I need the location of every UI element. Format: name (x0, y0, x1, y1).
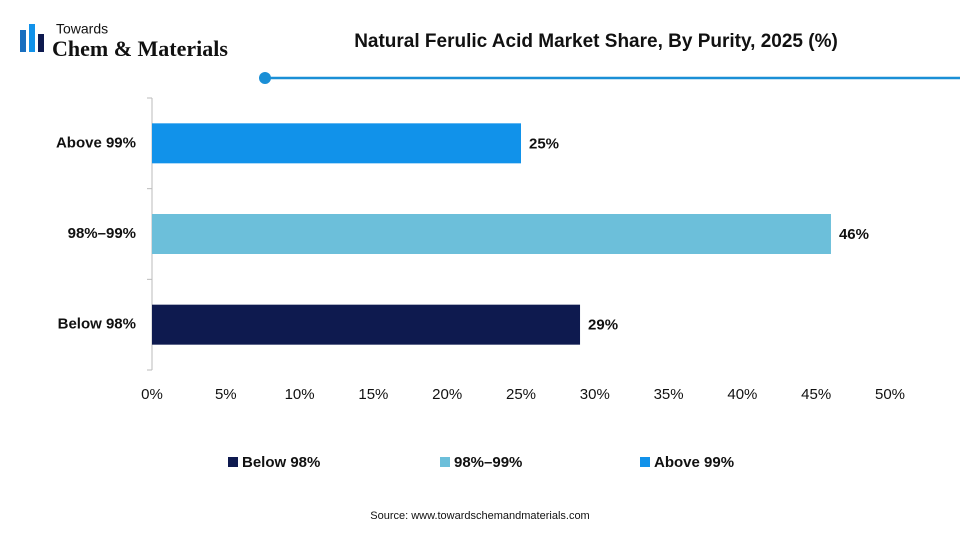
bar (152, 123, 521, 164)
logo-icon (20, 30, 26, 52)
x-tick-label: 15% (358, 386, 388, 403)
legend-swatch (228, 457, 238, 467)
source: Source: www.towardschemandmaterials.com (370, 510, 589, 522)
legend-label: Above 99% (654, 454, 734, 471)
logo-icon (38, 34, 44, 52)
logo-text: Towards (56, 21, 108, 37)
y-tick-label: Below 98% (58, 316, 136, 333)
x-tick-label: 50% (875, 386, 905, 403)
value-label: 25% (529, 135, 559, 152)
x-tick-label: 20% (432, 386, 462, 403)
legend-label: 98%–99% (454, 454, 522, 471)
value-label: 29% (588, 317, 618, 334)
y-tick-label: Above 99% (56, 134, 136, 151)
legend-swatch (640, 457, 650, 467)
x-tick-label: 5% (215, 386, 237, 403)
title-rule-dot (259, 72, 271, 84)
value-label: 46% (839, 226, 869, 243)
legend-label: Below 98% (242, 454, 320, 471)
x-tick-label: 30% (580, 386, 610, 403)
logo-text: Chem & Materials (52, 36, 228, 61)
x-tick-label: 45% (801, 386, 831, 403)
bar (152, 214, 831, 254)
y-tick-label: 98%–99% (68, 225, 136, 242)
x-tick-label: 0% (141, 386, 163, 403)
x-tick-label: 10% (285, 386, 315, 403)
x-tick-label: 40% (727, 386, 757, 403)
logo-icon (29, 24, 35, 52)
legend-swatch (440, 457, 450, 467)
chart-title: Natural Ferulic Acid Market Share, By Pu… (354, 31, 838, 52)
logo: Towards Chem & Materials (20, 21, 228, 61)
bar (152, 304, 581, 345)
x-tick-label: 35% (654, 386, 684, 403)
x-tick-label: 25% (506, 386, 536, 403)
